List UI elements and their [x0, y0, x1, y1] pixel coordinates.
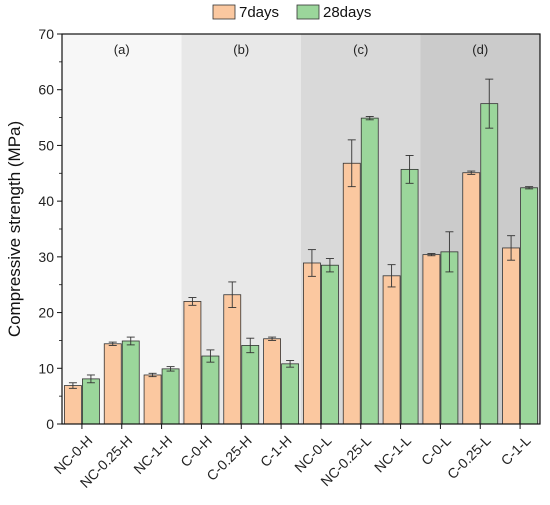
x-tick-label: C-0-L [418, 432, 454, 468]
bar-28days [281, 363, 299, 425]
error-bars-layer [68, 78, 534, 389]
y-tick-label: 30 [38, 249, 54, 265]
bar-28days [321, 264, 339, 425]
panel-label: (a) [114, 42, 130, 57]
y-tick-label: 60 [38, 82, 54, 98]
bar-28days [440, 251, 459, 425]
bar-7days [223, 294, 242, 425]
bar-7days [342, 162, 361, 425]
y-axis-title: Compressive strength (MPa) [5, 121, 24, 337]
panel-label: (b) [233, 42, 249, 57]
bar-28days [82, 378, 100, 425]
panel-background-4 [420, 34, 540, 424]
legend: 7days 28days [212, 4, 371, 21]
bar-7days [502, 247, 520, 425]
x-tick-label: C-0-H [177, 432, 215, 470]
bar-28days [161, 368, 180, 425]
y-tick-label: 10 [38, 360, 54, 376]
panel-backgrounds: (a) (b) (c) (d) [62, 34, 540, 424]
bars-layer [64, 103, 538, 425]
x-tick-label: C-1-H [257, 432, 295, 470]
bar-28days [241, 345, 260, 425]
bar-28days [400, 168, 419, 425]
bar-28days [520, 187, 538, 425]
y-tick-label: 40 [38, 193, 54, 209]
legend-swatch-28days [296, 4, 320, 20]
bar-7days [183, 301, 202, 425]
x-tick-label: C-1-L [498, 432, 534, 468]
bar-7days [64, 385, 82, 425]
bar-7days [103, 343, 122, 425]
legend-label-28days: 28days [323, 4, 371, 21]
y-tick-label: 0 [46, 416, 54, 432]
panel-label: (c) [353, 42, 368, 57]
bar-28days [480, 103, 499, 425]
bar-7days [143, 374, 162, 425]
legend-swatch-7days [212, 4, 236, 20]
legend-label-7days: 7days [239, 4, 279, 21]
bar-7days [462, 172, 481, 425]
panel-background-3 [301, 34, 421, 424]
bar-28days [121, 340, 140, 425]
x-tick-label: C-0.25-L [444, 432, 494, 482]
bar-7days [303, 262, 321, 425]
y-tick-label: 20 [38, 305, 54, 321]
bar-28days [360, 117, 379, 425]
bar-7days [263, 338, 281, 425]
y-tick-label: 50 [38, 137, 54, 153]
panel-label: (d) [472, 42, 488, 57]
bar-28days [201, 355, 220, 425]
x-tick-label: NC-1-H [130, 432, 175, 477]
panel-background-1 [62, 34, 182, 424]
x-tick-label: NC-1-L [371, 432, 414, 475]
panel-background-2 [181, 34, 301, 424]
bar-7days [422, 254, 441, 425]
y-tick-label: 70 [38, 26, 54, 42]
bar-7days [382, 275, 401, 425]
